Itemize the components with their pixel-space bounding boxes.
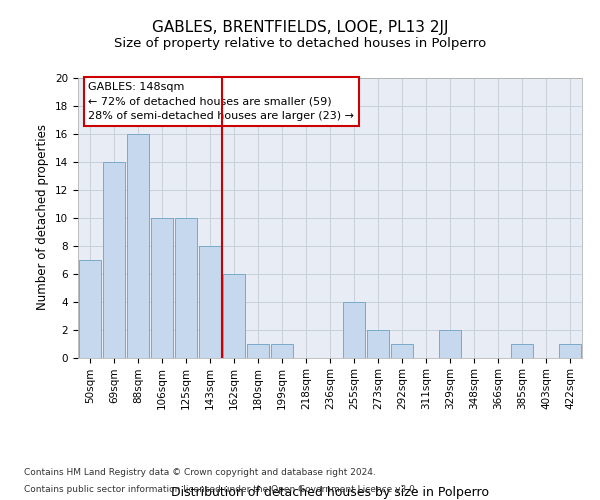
- Text: Contains HM Land Registry data © Crown copyright and database right 2024.: Contains HM Land Registry data © Crown c…: [24, 468, 376, 477]
- Text: GABLES, BRENTFIELDS, LOOE, PL13 2JJ: GABLES, BRENTFIELDS, LOOE, PL13 2JJ: [152, 20, 448, 35]
- Text: GABLES: 148sqm
← 72% of detached houses are smaller (59)
28% of semi-detached ho: GABLES: 148sqm ← 72% of detached houses …: [88, 82, 354, 122]
- Bar: [103, 162, 125, 358]
- Bar: [511, 344, 533, 357]
- Bar: [127, 134, 149, 358]
- Bar: [199, 246, 221, 358]
- X-axis label: Distribution of detached houses by size in Polperro: Distribution of detached houses by size …: [171, 486, 489, 498]
- Text: Contains public sector information licensed under the Open Government Licence v3: Contains public sector information licen…: [24, 484, 418, 494]
- Bar: [151, 218, 173, 358]
- Bar: [367, 330, 389, 357]
- Bar: [343, 302, 365, 358]
- Bar: [247, 344, 269, 357]
- Bar: [391, 344, 413, 357]
- Text: Size of property relative to detached houses in Polperro: Size of property relative to detached ho…: [114, 38, 486, 51]
- Bar: [79, 260, 101, 358]
- Bar: [559, 344, 581, 357]
- Bar: [271, 344, 293, 357]
- Y-axis label: Number of detached properties: Number of detached properties: [37, 124, 49, 310]
- Bar: [439, 330, 461, 357]
- Bar: [175, 218, 197, 358]
- Bar: [223, 274, 245, 357]
